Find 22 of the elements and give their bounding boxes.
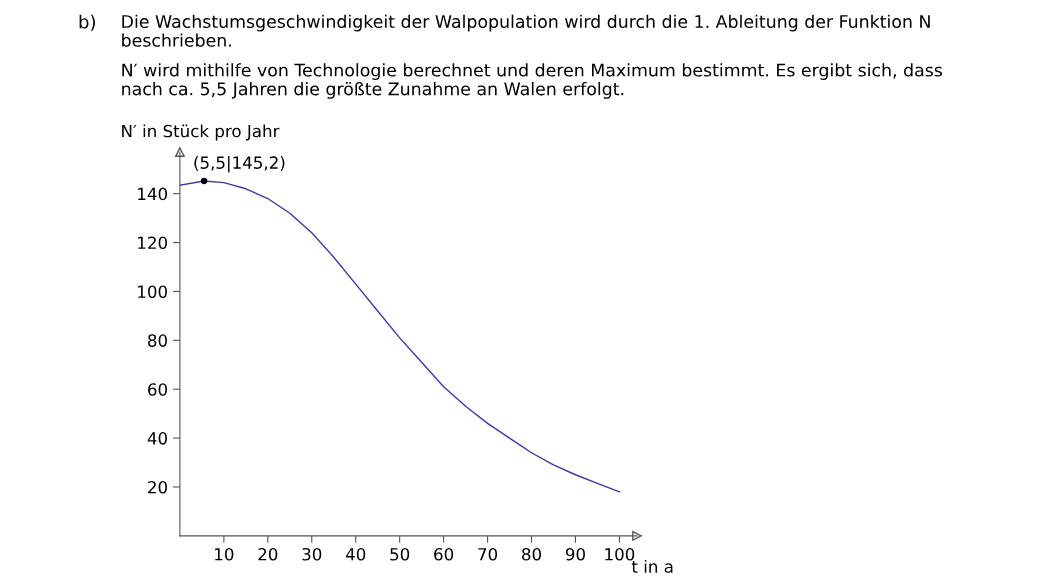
x-tick-label: 10 — [215, 547, 234, 561]
y-tick-label: 120 — [138, 236, 168, 250]
x-tick-label: 50 — [390, 547, 410, 561]
y-tick-label: 20 — [148, 480, 168, 494]
text: N′ wird mithilfe von Technologie berechnet und deren Maximum bestimmt. Es ergibt sich, dass nach ca. 5,5 Jahren die größte Zunahme an Walen erfolgt. — [122, 63, 942, 99]
x-tick-label: 40 — [345, 547, 366, 561]
y-tick-label: 80 — [148, 334, 168, 347]
y-tick-label: 40 — [147, 432, 168, 445]
x-tick-label: 60 — [434, 547, 454, 561]
y-tick-label: 60 — [148, 383, 168, 396]
text: b) — [79, 14, 95, 31]
x-tick-label: 100 — [605, 547, 635, 561]
y-tick-label: 100 — [138, 285, 168, 298]
annotation: (5,5|145,2) — [194, 155, 285, 173]
x-tick-label: 90 — [565, 547, 585, 561]
y-tick-label: 140 — [138, 187, 168, 201]
x-tick-label: 30 — [302, 547, 322, 561]
y-axis-title: N′ in Stück pro Jahr — [122, 124, 280, 141]
text: Die Wachstumsgeschwindigkeit der Walpopulation wird durch die 1. Ableitung der Funktion N beschrieben. — [122, 14, 930, 47]
x-tick-label: 20 — [258, 547, 278, 561]
x-tick-label: 70 — [478, 547, 498, 561]
x-tick-label: 80 — [522, 547, 542, 561]
